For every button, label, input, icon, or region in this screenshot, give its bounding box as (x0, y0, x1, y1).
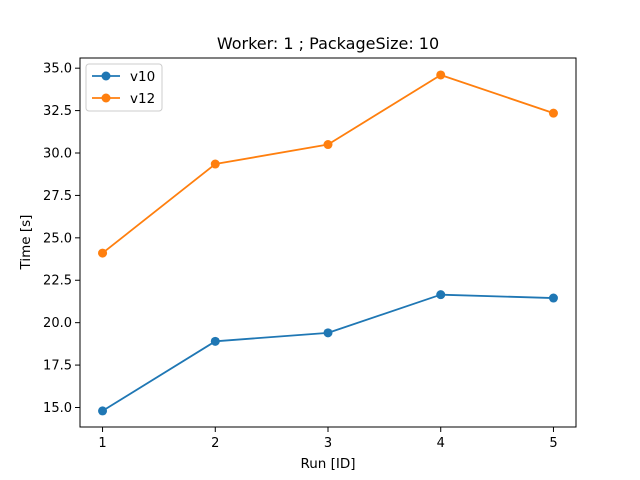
x-tick-label: 2 (211, 436, 219, 451)
axis-ticks: 1 2 3 4 5 15.0 17.5 20.0 22.5 25.0 27.5 30.0 32.5 35.… (43, 62, 558, 451)
legend-marker-v10 (101, 71, 111, 81)
x-tick-label: 3 (324, 436, 332, 451)
y-tick-label: 22.5 (43, 274, 72, 289)
y-tick-label: 30.0 (43, 147, 72, 162)
x-tick-label: 5 (549, 436, 557, 451)
legend-label-v10: v10 (130, 69, 155, 85)
data-point-v12 (98, 248, 108, 258)
y-tick-label: 15.0 (43, 401, 72, 416)
data-point-v12 (548, 108, 558, 118)
y-tick-label: 35.0 (43, 62, 72, 77)
y-tick-label: 25.0 (43, 231, 72, 246)
data-point-v10 (323, 328, 333, 338)
data-point-v10 (98, 406, 108, 416)
chart-title: Worker: 1 ; PackageSize: 10 (217, 34, 439, 53)
y-tick-label: 27.5 (43, 189, 72, 204)
legend-label-v12: v12 (130, 91, 155, 107)
legend-marker-v12 (101, 93, 111, 103)
y-tick-label: 32.5 (43, 104, 72, 119)
data-point-v12 (436, 70, 446, 80)
x-tick-label: 4 (437, 436, 445, 451)
series-layer (98, 70, 558, 416)
data-point-v10 (548, 293, 558, 303)
data-point-v12 (210, 159, 220, 169)
x-tick-label: 1 (98, 436, 106, 451)
x-axis-label: Run [ID] (300, 456, 355, 472)
data-point-v12 (323, 140, 333, 150)
y-tick-label: 17.5 (43, 359, 72, 374)
data-point-v10 (436, 290, 446, 300)
y-axis-label: Time [s] (18, 215, 34, 271)
y-tick-label: 20.0 (43, 316, 72, 331)
data-point-v10 (210, 336, 220, 346)
plot-frame (79, 57, 577, 428)
